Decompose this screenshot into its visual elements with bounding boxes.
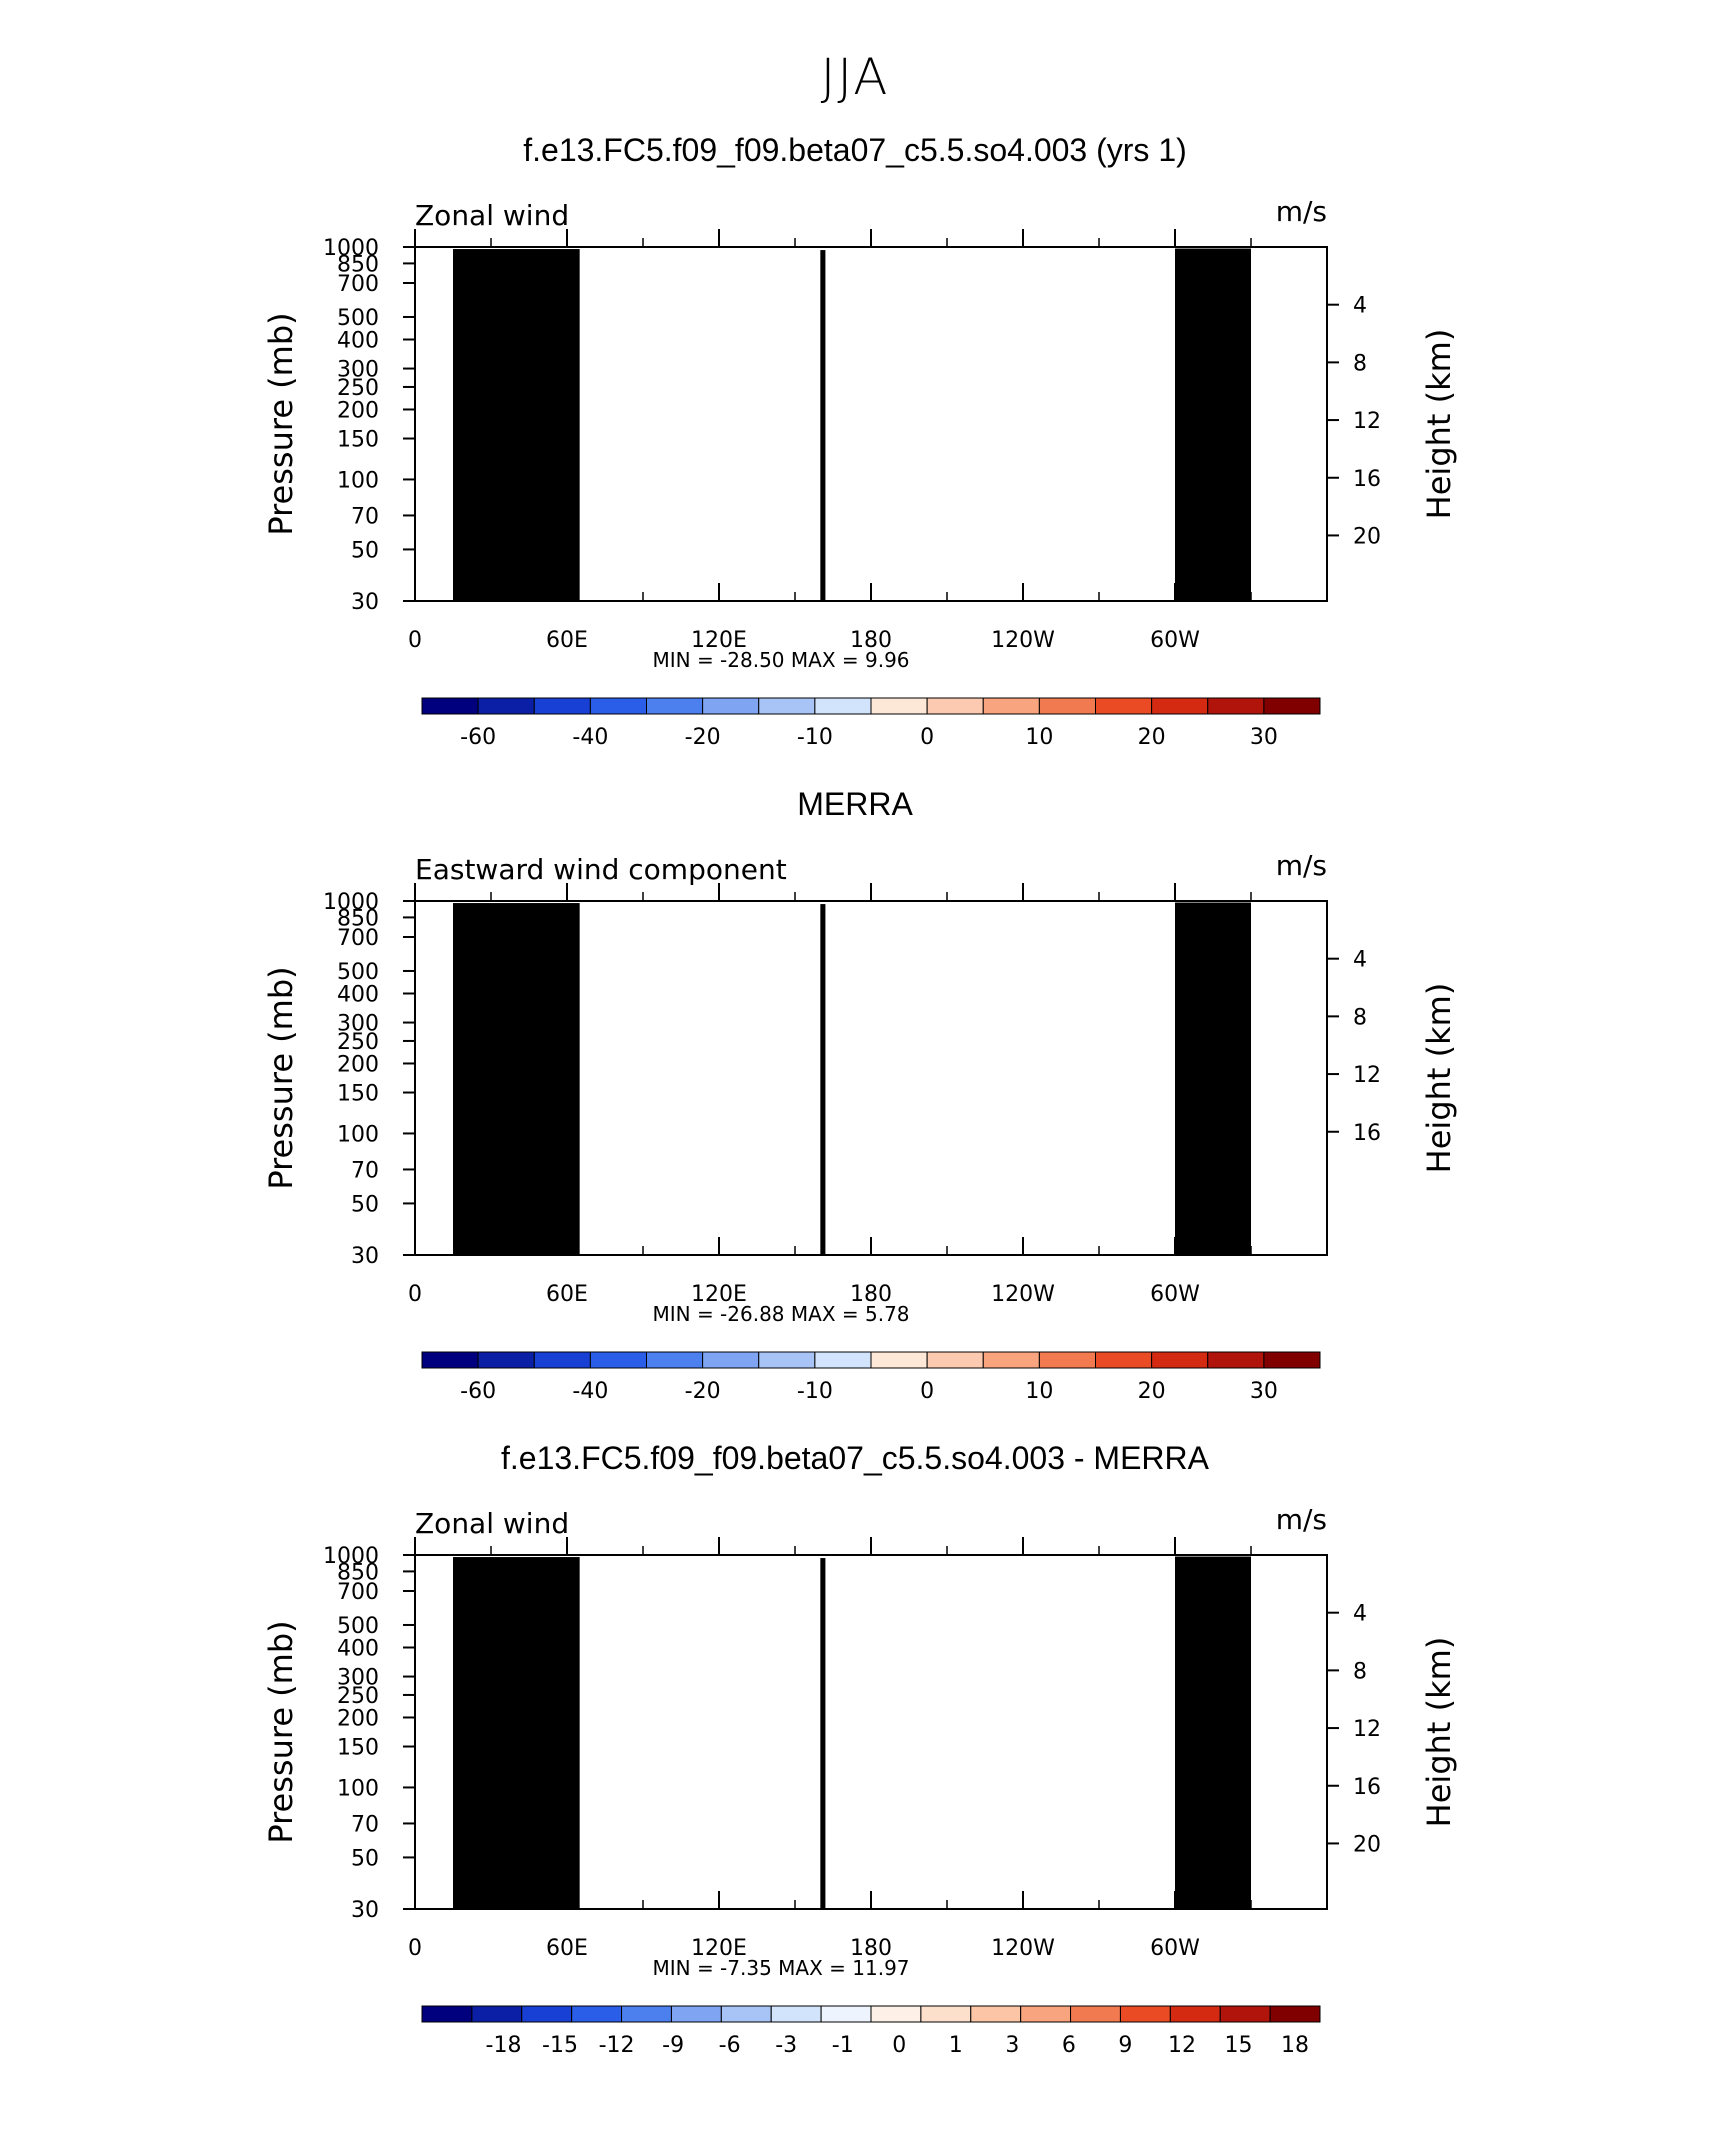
colorbar-box: [1264, 698, 1320, 714]
topography-block: [529, 252, 554, 601]
min-max-label: MIN = -28.50 MAX = 9.96: [652, 648, 909, 672]
colorbar-box: [422, 698, 478, 714]
figure-supertitle: JJA: [0, 48, 1710, 106]
colorbar-label: -20: [685, 725, 721, 750]
colorbar-box: [1039, 698, 1095, 714]
colorbar-box: [1152, 698, 1208, 714]
colorbar-box: [983, 698, 1039, 714]
x-tick-label: 60E: [546, 628, 588, 653]
y2-tick-label: 20: [1353, 524, 1381, 549]
topography-block: [820, 250, 825, 601]
y-tick-label: 200: [337, 398, 379, 423]
topography-block: [1175, 249, 1251, 601]
y2-tick-label: 16: [1353, 467, 1381, 492]
colorbar-label: 30: [1250, 725, 1278, 750]
y-tick-label: 30: [351, 590, 379, 615]
colorbar-box: [1208, 698, 1264, 714]
field-name-label: Zonal wind: [415, 199, 569, 232]
units-label: m/s: [1276, 195, 1327, 228]
y-tick-label: 400: [337, 329, 379, 354]
y-tick-label: 500: [337, 306, 379, 331]
y-tick-label: 300: [337, 358, 379, 383]
y-tick-label: 70: [351, 504, 379, 529]
y-axis-label: Pressure (mb): [262, 312, 300, 535]
y-tick-label: 100: [337, 468, 379, 493]
colorbar-box: [590, 698, 646, 714]
colorbar-label: 20: [1138, 725, 1166, 750]
colorbar-box: [927, 698, 983, 714]
x-tick-label: 120W: [991, 628, 1055, 653]
colorbar-box: [703, 698, 759, 714]
colorbar-label: -40: [572, 725, 608, 750]
colorbar-label: 0: [920, 725, 934, 750]
y2-tick-label: 8: [1353, 351, 1367, 376]
y2-axis-label: Height (km): [1420, 329, 1458, 520]
x-tick-label: 60W: [1150, 628, 1200, 653]
y2-tick-label: 4: [1353, 294, 1367, 319]
colorbar-box: [1096, 698, 1152, 714]
topography-block: [453, 249, 580, 601]
panel-2-title: MERRA: [0, 786, 1710, 823]
y-tick-label: 50: [351, 538, 379, 563]
colorbar-label: -10: [797, 725, 833, 750]
panel-1-title: f.e13.FC5.f09_f09.beta07_c5.5.so4.003 (y…: [0, 132, 1710, 169]
colorbar-label: 10: [1025, 725, 1053, 750]
colorbar-box: [759, 698, 815, 714]
x-tick-label: 0: [408, 628, 422, 653]
colorbar-box: [815, 698, 871, 714]
colorbar-label: -60: [460, 725, 496, 750]
colorbar-box: [871, 698, 927, 714]
y-tick-label: 150: [337, 428, 379, 453]
y2-tick-label: 12: [1353, 409, 1381, 434]
colorbar-box: [647, 698, 703, 714]
colorbar-box: [478, 698, 534, 714]
colorbar-box: [534, 698, 590, 714]
y-tick-label: 1000: [323, 236, 379, 261]
